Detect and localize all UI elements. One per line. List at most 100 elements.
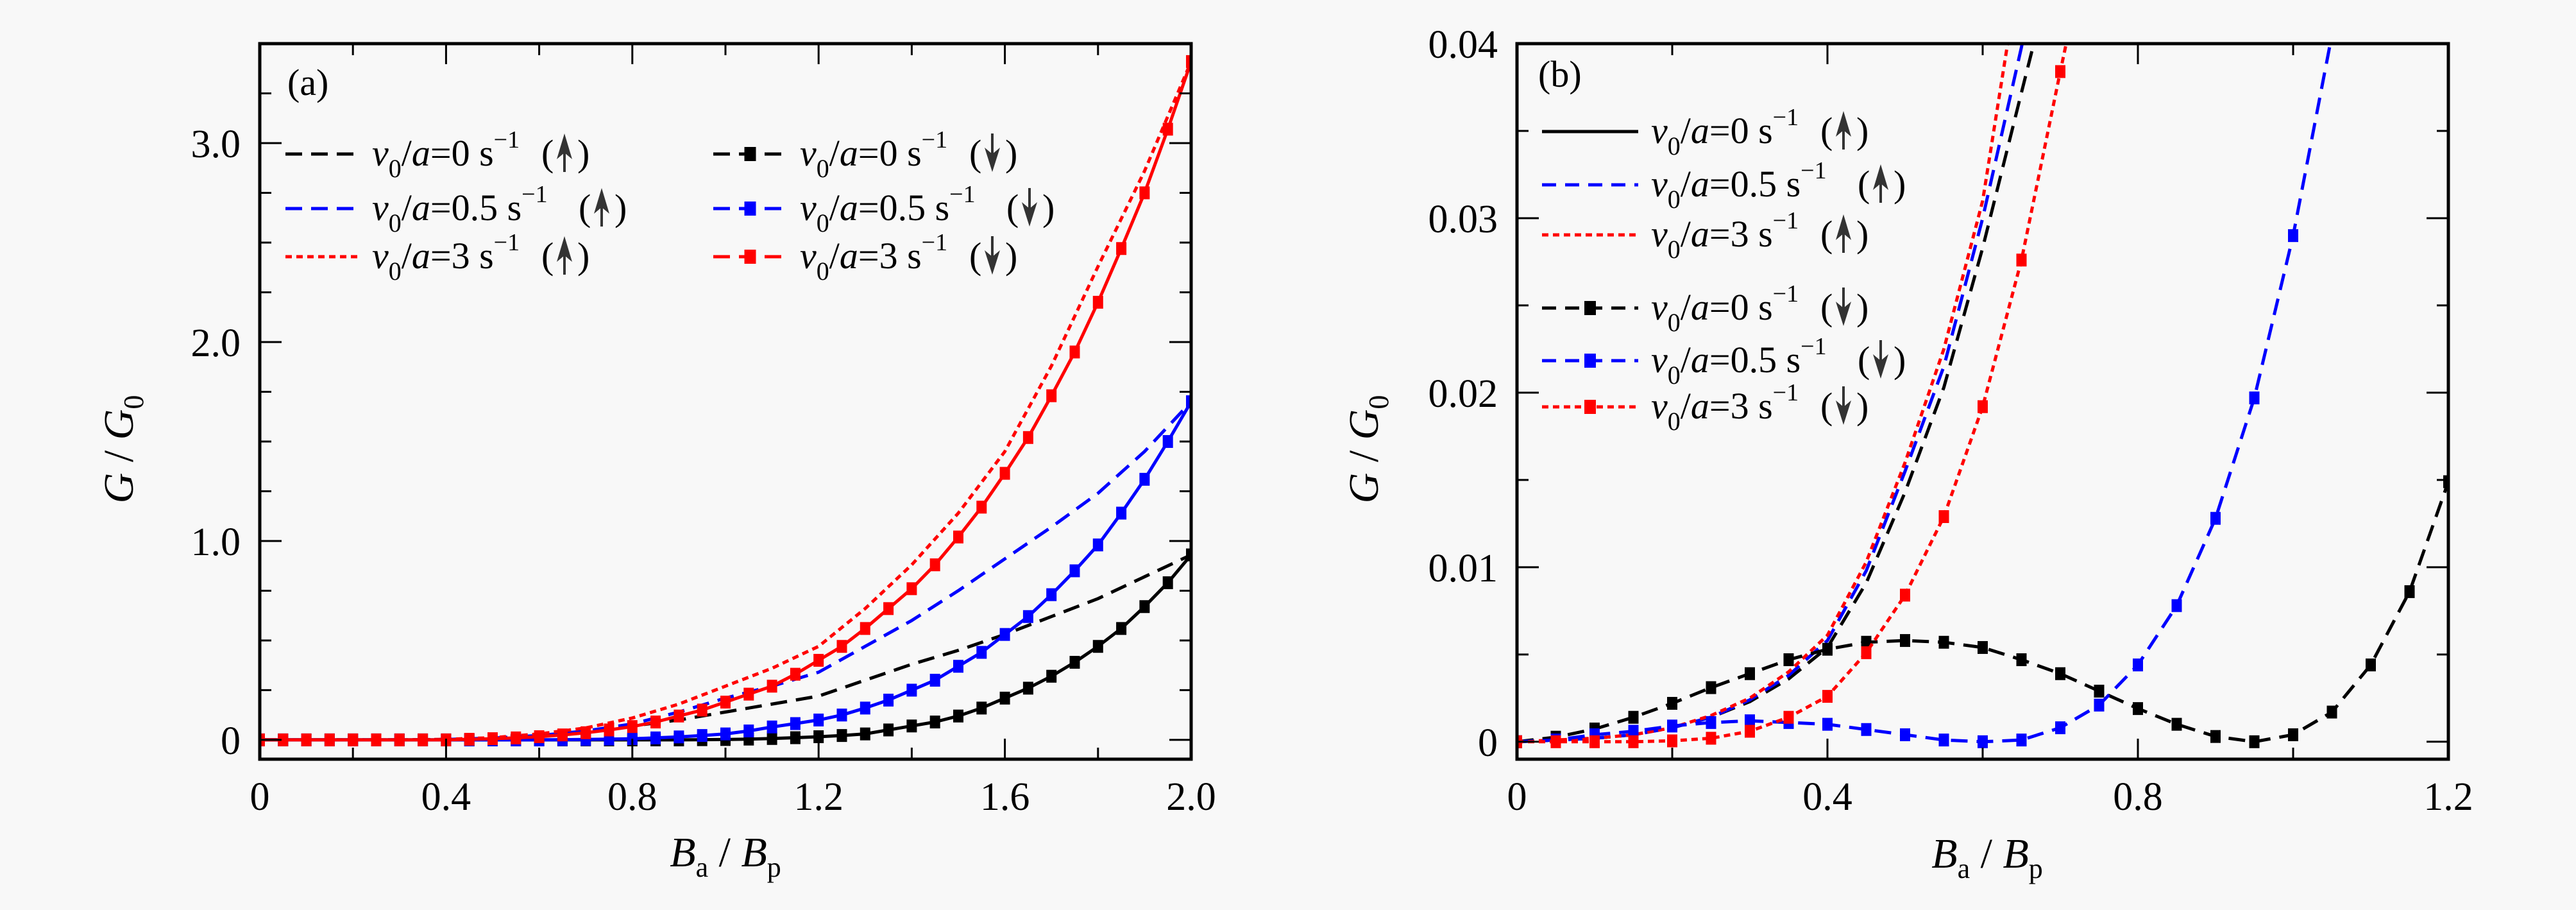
paren-open: ( (1858, 163, 1870, 205)
data-point (2055, 65, 2065, 78)
data-point (1116, 622, 1127, 635)
data-point (976, 646, 987, 659)
data-point (883, 693, 894, 707)
data-point (1162, 434, 1173, 448)
data-point (394, 733, 405, 746)
data-point (813, 653, 824, 667)
arrow-down-icon (1022, 188, 1037, 227)
legend-label: v0/a=0.5 s−1 (800, 181, 976, 237)
data-point (1978, 640, 1988, 654)
paren-open: ( (541, 132, 554, 174)
data-point (860, 622, 870, 635)
x-tick-label: 0.4 (1802, 775, 1852, 819)
series-line (1517, 44, 2010, 744)
data-point (999, 691, 1010, 705)
data-point (767, 680, 777, 693)
data-point (1092, 640, 1103, 653)
data-point (1139, 472, 1150, 486)
legend-entry: v0/a=3 s−1 () (1542, 379, 1868, 436)
data-point (1706, 732, 1716, 745)
paren-close: ) (1005, 132, 1017, 174)
legend-marker (744, 250, 756, 264)
panel-b-label: (b) (1538, 53, 1582, 95)
data-point (1706, 716, 1716, 729)
data-point (2288, 728, 2298, 741)
data-point (1628, 710, 1639, 724)
data-point (1589, 735, 1600, 748)
data-point (418, 733, 428, 746)
arrow-down-icon (1836, 386, 1851, 425)
data-point (534, 730, 545, 743)
legend-marker (744, 202, 756, 216)
data-point (1628, 735, 1639, 748)
legend-entry: v0/a=0 s−1 () (713, 126, 1017, 183)
data-point (2055, 721, 2065, 735)
panel-a: (a) v0/a=0 s−1() v0/a=0 s−1()v0/a=0.5 s−1… (96, 42, 1216, 883)
data-point (674, 730, 684, 744)
data-point (999, 628, 1010, 641)
data-point (929, 716, 940, 729)
data-point (557, 728, 568, 742)
y-tick-label: 0.01 (1428, 547, 1498, 590)
spin-up-glyph: () (541, 132, 589, 174)
data-point (487, 732, 498, 746)
spin-up-glyph: () (541, 235, 589, 277)
data-point (1938, 734, 1949, 747)
paren-close: ) (1856, 110, 1868, 151)
y-tick-label: 0 (221, 719, 241, 763)
data-point (348, 733, 359, 746)
data-point (1628, 725, 1639, 738)
data-point (836, 729, 847, 743)
arrow-up-icon (557, 133, 572, 172)
data-point (720, 696, 731, 709)
data-point (2016, 734, 2027, 747)
data-point (929, 673, 940, 687)
y-tick-label: 3.0 (191, 123, 241, 166)
data-point (1116, 242, 1127, 255)
legend-label: v0/a=3 s−1 (1651, 379, 1799, 436)
data-point (1861, 646, 1872, 660)
y-tick-label: 0.03 (1428, 198, 1498, 241)
data-point (1900, 588, 1910, 602)
data-point (2366, 658, 2376, 672)
data-point (580, 726, 591, 739)
data-point (1092, 538, 1103, 552)
data-point (301, 733, 312, 746)
y-tick-label: 1.0 (191, 520, 241, 564)
data-point (1978, 735, 1988, 748)
data-point (278, 733, 289, 746)
arrow-up-icon (1836, 214, 1851, 253)
data-point (906, 683, 917, 697)
data-point (2133, 702, 2143, 716)
data-point (2249, 391, 2260, 405)
data-point (767, 732, 777, 745)
y-tick-label: 2.0 (191, 322, 241, 365)
data-point (627, 720, 638, 734)
panel-b-frame (1515, 42, 2450, 761)
data-point (1667, 696, 1677, 710)
data-point (767, 720, 777, 734)
panel-b-y-axis-title: G / G0 (1341, 395, 1394, 504)
data-point (1667, 734, 1677, 748)
data-point (1186, 55, 1191, 68)
legend-entry: v0/a=3 s−1 () (713, 229, 1017, 286)
spin-up-glyph: () (1820, 213, 1868, 255)
y-tick-label: 0.02 (1428, 372, 1498, 416)
arrow-down-icon (985, 133, 1000, 172)
data-point (1822, 642, 1833, 656)
data-point (883, 602, 894, 615)
paren-open: ( (1820, 213, 1833, 255)
paren-close: ) (1856, 385, 1868, 427)
data-point (1745, 725, 1755, 738)
data-point (697, 703, 708, 717)
data-point (790, 667, 801, 681)
legend-entry: v0/a=0.5 s−1 () (1542, 157, 1906, 214)
legend-entry: v0/a=0.5 s−1 () (713, 181, 1055, 237)
data-point (1046, 389, 1057, 402)
data-point (813, 713, 824, 726)
data-point (743, 724, 754, 737)
legend-label: v0/a=3 s−1 (1651, 207, 1799, 264)
data-point (883, 723, 894, 737)
legend-marker (1584, 400, 1596, 414)
